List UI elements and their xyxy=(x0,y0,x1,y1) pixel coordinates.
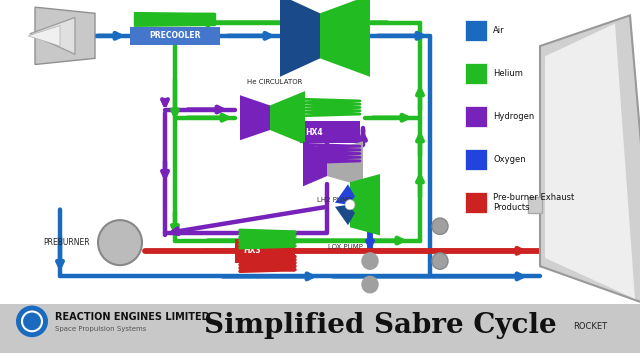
Circle shape xyxy=(345,199,355,210)
Text: LOX PUMP: LOX PUMP xyxy=(328,244,362,250)
Polygon shape xyxy=(30,17,75,54)
Polygon shape xyxy=(350,174,380,235)
Text: He CIRCULATOR: He CIRCULATOR xyxy=(247,79,303,85)
Polygon shape xyxy=(35,7,95,65)
Polygon shape xyxy=(303,141,327,186)
FancyBboxPatch shape xyxy=(528,197,542,213)
Text: Helium: Helium xyxy=(493,69,523,78)
Text: PREBURNER: PREBURNER xyxy=(44,238,90,247)
Text: REACTION ENGINES LIMITED: REACTION ENGINES LIMITED xyxy=(55,312,210,322)
FancyBboxPatch shape xyxy=(465,64,487,84)
Polygon shape xyxy=(240,95,270,140)
Text: Space Propulsion Systems: Space Propulsion Systems xyxy=(55,326,147,332)
FancyBboxPatch shape xyxy=(465,149,487,170)
Circle shape xyxy=(362,253,378,269)
Text: HX4: HX4 xyxy=(305,127,323,137)
FancyBboxPatch shape xyxy=(130,26,220,45)
Circle shape xyxy=(432,253,448,269)
Text: Hydrogen: Hydrogen xyxy=(493,112,534,121)
Circle shape xyxy=(16,306,48,337)
Text: Air: Air xyxy=(493,26,504,35)
Text: LH2 PUMP: LH2 PUMP xyxy=(317,197,353,203)
Text: ROCKET: ROCKET xyxy=(573,323,607,331)
FancyBboxPatch shape xyxy=(465,20,487,41)
Text: PRECOOLER: PRECOOLER xyxy=(149,31,201,40)
FancyBboxPatch shape xyxy=(235,239,295,263)
Circle shape xyxy=(432,218,448,234)
Polygon shape xyxy=(327,141,363,186)
Polygon shape xyxy=(320,0,370,77)
Circle shape xyxy=(98,220,142,265)
Text: Pre-burner Exhaust
Products: Pre-burner Exhaust Products xyxy=(493,193,574,213)
FancyBboxPatch shape xyxy=(465,107,487,127)
FancyBboxPatch shape xyxy=(300,121,360,143)
Text: Oxygen: Oxygen xyxy=(493,155,525,164)
FancyBboxPatch shape xyxy=(465,192,487,213)
Polygon shape xyxy=(28,25,60,46)
Polygon shape xyxy=(270,91,305,144)
Polygon shape xyxy=(540,15,640,307)
Polygon shape xyxy=(280,0,320,77)
Polygon shape xyxy=(335,205,355,225)
Polygon shape xyxy=(545,24,635,299)
Text: Simplified Sabre Cycle: Simplified Sabre Cycle xyxy=(204,312,556,339)
Text: HX3: HX3 xyxy=(243,246,260,255)
Circle shape xyxy=(362,276,378,293)
Polygon shape xyxy=(335,184,355,205)
